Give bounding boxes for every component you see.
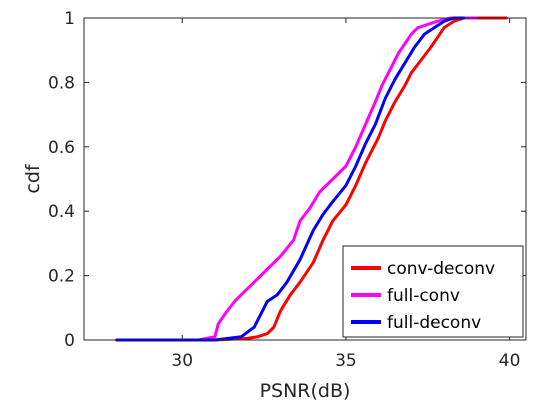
series-layer	[115, 16, 508, 342]
series-line-full-deconv	[115, 16, 466, 342]
ticks-layer: 30 35 40 0 0.2 0.4 0.6 0.8 1	[48, 9, 526, 371]
y-tick-label: 1	[64, 9, 75, 29]
x-tick-label: 30	[171, 351, 193, 371]
y-tick-label: 0.6	[48, 138, 75, 158]
legend-label-full-conv: full-conv	[387, 286, 460, 306]
plot-frame	[83, 17, 527, 341]
legend-label-conv-deconv: conv-deconv	[387, 259, 495, 279]
y-tick-label: 0.4	[48, 202, 75, 222]
y-tick-label: 0	[64, 331, 75, 351]
x-tick-label: 40	[499, 351, 521, 371]
y-tick-label: 0.2	[48, 267, 75, 287]
legend-label-full-deconv: full-deconv	[387, 313, 481, 333]
x-axis-label: PSNR(dB)	[260, 380, 351, 402]
series-line-full-conv	[115, 16, 479, 342]
y-tick-label: 0.8	[48, 73, 75, 93]
x-tick-label: 35	[335, 351, 357, 371]
legend: conv-deconv full-conv full-deconv	[342, 245, 524, 338]
series-line-conv-deconv	[115, 16, 508, 342]
y-axis-label: cdf	[22, 163, 44, 194]
